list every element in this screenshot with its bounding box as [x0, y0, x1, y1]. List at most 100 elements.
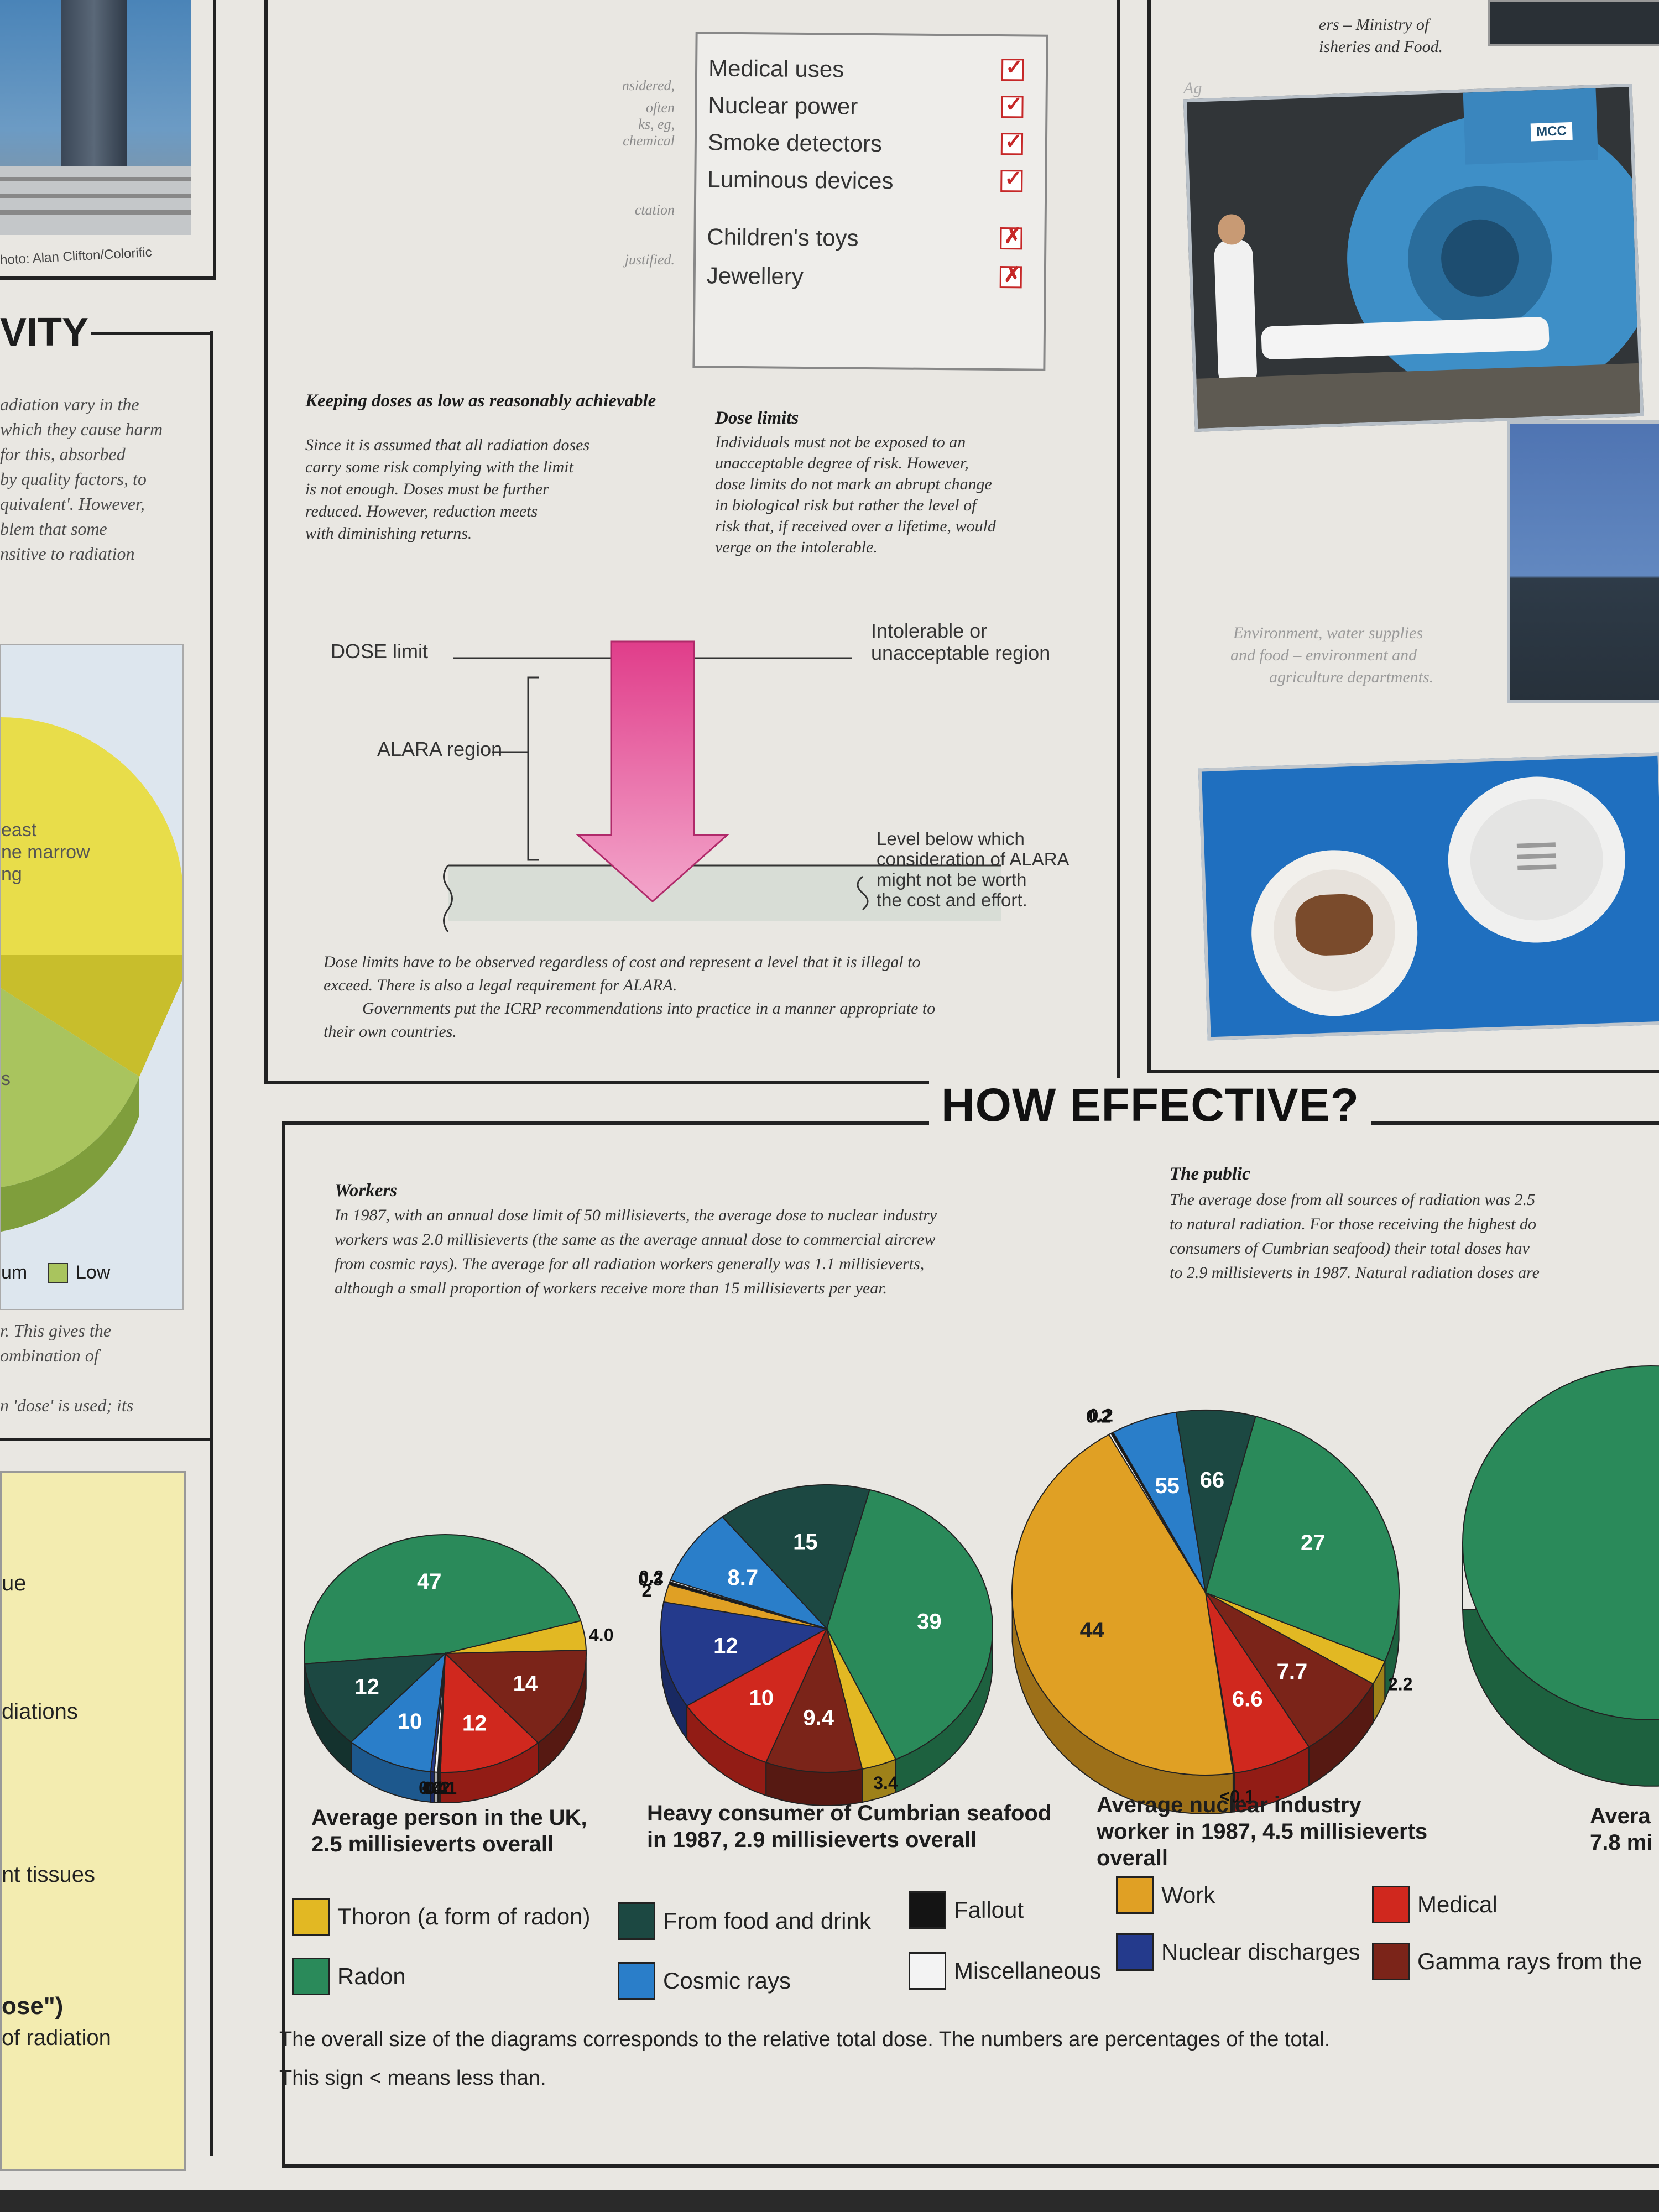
paragraph-line: workers was 2.0 millisieverts (the same …: [335, 1230, 936, 1249]
pie-slice: [686, 1627, 828, 1764]
left-para-line: nsitive to radiation: [0, 544, 135, 564]
dose-limit-label: DOSE limit: [331, 640, 429, 662]
top-right-photo-edge: [1488, 0, 1659, 46]
left-list-item: diations: [2, 1699, 78, 1724]
pie-value-label: 0.2: [1086, 1407, 1110, 1427]
bottom-edge: [0, 2190, 1659, 2212]
pie-caption-partial: Avera 7.8 mi: [1590, 1804, 1653, 1855]
paragraph-line: from cosmic rays). The average for all r…: [335, 1255, 925, 1273]
left-pie-slice-yellow: [1, 717, 184, 955]
dose-limits-title: Dose limits: [715, 408, 799, 428]
pie-value-label: 3.4: [873, 1773, 898, 1793]
legend-swatch: [1372, 1886, 1410, 1923]
pie-value-label: 0.4: [422, 1778, 447, 1798]
pie-value-label: 2: [641, 1580, 651, 1600]
left-yellow-panel: ue diations nt tissues ose") of radiatio…: [0, 1471, 186, 2171]
pie-slice: [670, 1516, 829, 1630]
left-pie-slice-yellow-side: [1, 955, 184, 1077]
level-break: [857, 875, 869, 911]
right-caption-top-2: isheries and Food.: [1319, 38, 1443, 56]
pie-slice: [765, 1626, 863, 1773]
left-para-line: adiation vary in the: [0, 394, 139, 414]
left-pie-fragment: [1, 717, 184, 1232]
left-pie-label: ng: [1, 864, 22, 885]
pie-slice: [1011, 1433, 1234, 1776]
left-pie-slice-green: [1, 988, 139, 1187]
pie-value-label: 0.4: [419, 1778, 444, 1798]
building-photo: [0, 0, 191, 235]
paragraph-line: carry some risk complying with the limit: [305, 458, 573, 476]
legend-label: Work: [1161, 1882, 1215, 1908]
below-level-2: consideration of ALARA: [877, 849, 1070, 869]
left-para-line: quivalent'. However,: [0, 494, 145, 514]
paragraph-line: to 2.9 millisieverts in 1987. Natural ra…: [1170, 1264, 1540, 1282]
pie-value-label: 2.2: [1388, 1674, 1412, 1694]
pie-value-label: 0.2: [1088, 1405, 1113, 1425]
left-heading: VITY: [0, 310, 89, 354]
section-title: HOW EFFECTIVE?: [929, 1078, 1371, 1132]
diagram-caption-2: exceed. There is also a legal requiremen…: [324, 976, 677, 994]
alara-region-label: ALARA region: [377, 738, 503, 760]
pie-value-label: 9.4: [803, 1706, 834, 1730]
pie-caption-seafood: Heavy consumer of Cumbrian seafood in 19…: [647, 1801, 1052, 1852]
pie-caption-uk: Average person in the UK, 2.5 millisieve…: [311, 1806, 587, 1856]
pie-slice: [440, 1652, 539, 1773]
diagram-caption-1: Dose limits have to be observed regardle…: [324, 953, 921, 971]
left-para-line: for this, absorbed: [0, 444, 126, 464]
left-list-item: ue: [2, 1571, 27, 1595]
legend-label: Cosmic rays: [663, 1968, 791, 1994]
faded-text-block: nsidered, often ks, eg, chemical ctation…: [622, 77, 675, 268]
pie-slice: [660, 1601, 829, 1707]
left-note-line: r. This gives the: [0, 1321, 111, 1340]
pie-slice: [1175, 1410, 1256, 1593]
right-caption-top-1: ers – Ministry of: [1319, 15, 1430, 34]
left-frame-top: [0, 0, 216, 280]
pie-value-label: 10: [398, 1709, 422, 1734]
left-pie-label: east: [1, 820, 37, 841]
pie-slice: [826, 1489, 993, 1760]
legend-swatch: [909, 1891, 946, 1929]
pie-value-label: 8.7: [727, 1566, 758, 1590]
pie-value-label: 0.2: [426, 1778, 450, 1798]
left-para-line: which they cause harm: [0, 419, 163, 439]
left-list-item: nt tissues: [2, 1863, 95, 1887]
left-legend-label: um: [1, 1262, 28, 1283]
legend-swatch: [618, 1902, 655, 1940]
left-pie-label: ne marrow: [1, 842, 90, 863]
paragraph-line: Since it is assumed that all radiation d…: [305, 436, 590, 454]
legend-swatch: [909, 1952, 946, 1990]
ground-break: [443, 865, 453, 932]
legend-label: Fallout: [954, 1897, 1024, 1923]
right-caption-mid-2: and food – environment and: [1230, 646, 1417, 664]
pie-value-label: <0.1: [422, 1778, 457, 1798]
pie-value-label: 12: [713, 1634, 738, 1658]
pie-value-label: 66: [1200, 1468, 1225, 1493]
legend-swatch: [1116, 1876, 1154, 1914]
power-station-photo: [1507, 420, 1659, 703]
left-heading-rule: [91, 332, 210, 335]
pie-value-label: 0.2: [639, 1567, 664, 1587]
pie-slice: [350, 1652, 446, 1772]
pie-value-label: 7.7: [1277, 1660, 1308, 1684]
diagram-caption-3: Governments put the ICRP recommendations…: [362, 999, 936, 1018]
left-para-line: blem that some: [0, 519, 107, 539]
paragraph-line: verge on the intolerable.: [715, 538, 878, 556]
intolerable-label-2: unacceptable region: [871, 641, 1051, 664]
left-legend-swatch: [48, 1263, 68, 1283]
pie-value-label: 55: [1155, 1474, 1180, 1498]
footnote-2: This sign < means less than.: [279, 2067, 546, 2090]
ground-band: [448, 865, 1001, 921]
intolerable-label-1: Intolerable or: [871, 619, 988, 642]
legend-swatch: [292, 1898, 330, 1936]
left-rule: [0, 1438, 210, 1441]
paragraph-line: unacceptable degree of risk. However,: [715, 454, 969, 472]
pie-chart: 81: [1462, 1365, 1659, 1787]
pie-slice: [1205, 1592, 1374, 1748]
workers-title: Workers: [335, 1181, 398, 1201]
legend-label: Radon: [337, 1963, 406, 1989]
pie-slice: [444, 1650, 587, 1744]
pie-value-label: 10: [749, 1686, 774, 1710]
paragraph-line: to natural radiation. For those receivin…: [1170, 1215, 1536, 1233]
